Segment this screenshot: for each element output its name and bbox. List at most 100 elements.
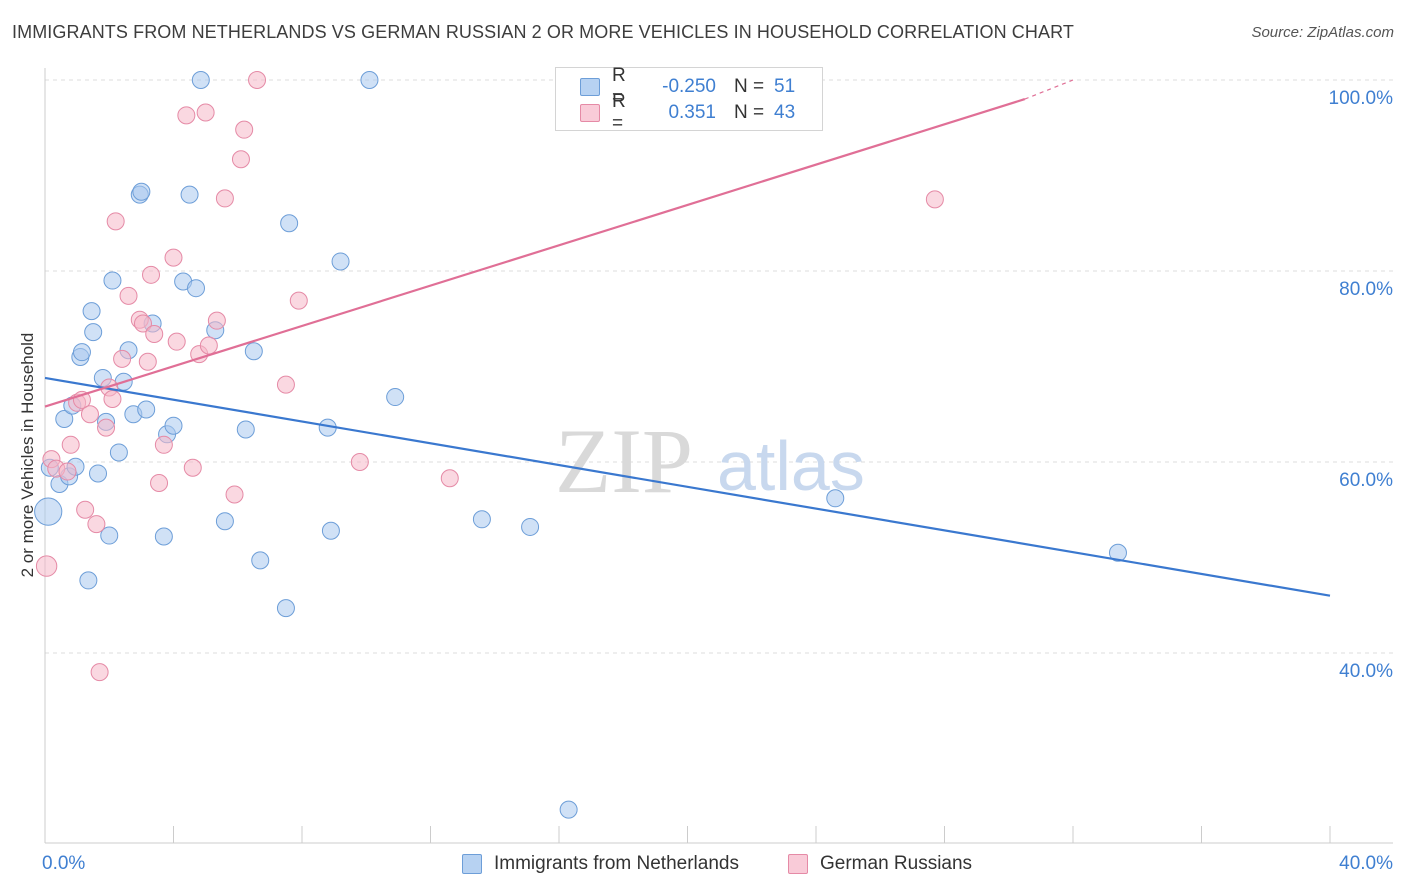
- blue-swatch-icon: [580, 78, 600, 96]
- data-point: [164, 248, 183, 267]
- data-point: [138, 352, 157, 371]
- data-point: [76, 500, 95, 519]
- data-point: [196, 103, 215, 122]
- data-point: [100, 526, 119, 545]
- data-point: [137, 400, 156, 419]
- series-immigrants-netherlands: [34, 71, 1127, 819]
- data-point: [89, 464, 108, 483]
- data-point: [154, 527, 173, 546]
- data-point: [280, 214, 299, 233]
- data-point: [1108, 543, 1127, 562]
- data-point: [251, 551, 270, 570]
- correlation-legend: R = -0.250 N = 51 R = 0.351 N = 43: [555, 65, 823, 134]
- data-point: [215, 512, 234, 531]
- data-point: [119, 286, 138, 305]
- data-point: [109, 443, 128, 462]
- legend-item-netherlands: Immigrants from Netherlands: [462, 852, 739, 876]
- data-point: [207, 311, 226, 330]
- series-german-russians: [35, 71, 944, 682]
- data-point: [186, 279, 205, 298]
- data-point: [87, 515, 106, 534]
- data-point: [289, 291, 308, 310]
- data-point: [235, 120, 254, 139]
- data-point: [472, 510, 491, 529]
- data-point: [199, 336, 218, 355]
- data-point: [106, 212, 125, 231]
- data-point: [150, 474, 169, 493]
- data-point: [350, 453, 369, 471]
- trend-line-pink: [44, 98, 1026, 408]
- data-point: [321, 521, 340, 540]
- data-point: [559, 800, 578, 819]
- x-tick-label: 40.0%: [1339, 853, 1393, 874]
- legend-label-german-russians: German Russians: [820, 853, 973, 874]
- pink-swatch-icon: [580, 104, 600, 122]
- data-point: [440, 469, 459, 488]
- legend-n-value: 43: [774, 102, 796, 123]
- y-axis-label: 2 or more Vehicles in Household: [18, 332, 37, 578]
- data-point: [826, 489, 845, 508]
- data-point: [167, 332, 186, 351]
- data-point: [58, 462, 77, 481]
- data-point: [82, 302, 101, 321]
- tick-labels: 40.0% 60.0% 80.0% 100.0% 0.0% 40.0%: [42, 88, 1393, 874]
- legend-item-german-russians: German Russians: [788, 852, 972, 876]
- data-point: [35, 555, 58, 577]
- y-tick-label: 60.0%: [1339, 470, 1393, 491]
- data-point: [145, 325, 164, 344]
- data-point: [103, 389, 122, 408]
- data-point: [164, 416, 183, 435]
- data-point: [142, 265, 161, 284]
- data-point: [180, 185, 199, 204]
- blue-swatch-icon: [462, 854, 482, 874]
- y-tick-label: 40.0%: [1339, 661, 1393, 682]
- data-point: [79, 571, 98, 590]
- data-point: [132, 182, 151, 201]
- data-point: [231, 150, 250, 169]
- data-point: [97, 418, 116, 437]
- watermark-zip: ZIP: [555, 410, 693, 512]
- gridlines: [45, 79, 1393, 654]
- data-point: [103, 271, 122, 290]
- data-point: [248, 71, 267, 89]
- watermark: ZIP atlas: [555, 410, 865, 512]
- legend-r-label: R =: [612, 91, 626, 134]
- data-point: [84, 323, 103, 342]
- data-point: [521, 517, 540, 536]
- data-point: [925, 190, 944, 209]
- data-point: [183, 458, 202, 477]
- trend-extension-pink: [1024, 79, 1074, 100]
- y-tick-label: 100.0%: [1329, 88, 1394, 109]
- trend-lines: [44, 79, 1331, 597]
- data-point: [80, 405, 99, 424]
- source-label: Source: ZipAtlas.com: [1251, 24, 1394, 41]
- legend-r-value: -0.250: [662, 76, 716, 97]
- data-point: [331, 252, 350, 271]
- pink-swatch-icon: [788, 854, 808, 874]
- y-tick-label: 80.0%: [1339, 279, 1393, 300]
- data-point: [72, 343, 91, 362]
- data-point: [133, 314, 152, 333]
- trend-line-blue: [44, 376, 1331, 597]
- legend-r-value: 0.351: [668, 102, 716, 123]
- data-point: [113, 349, 132, 368]
- legend-row-pink: R = 0.351 N = 43: [580, 91, 804, 134]
- data-point: [191, 71, 210, 89]
- data-point: [225, 485, 244, 504]
- legend-n-label: N =: [734, 76, 765, 97]
- data-point: [244, 342, 263, 361]
- data-point: [154, 435, 173, 454]
- legend-row-blue: R = -0.250 N = 51: [580, 65, 804, 108]
- data-point: [55, 410, 74, 429]
- x-tick-label: 0.0%: [42, 853, 85, 874]
- data-point: [236, 420, 255, 439]
- legend-label-netherlands: Immigrants from Netherlands: [494, 853, 739, 874]
- data-point: [276, 375, 295, 394]
- data-point: [215, 189, 234, 208]
- data-point: [360, 71, 379, 89]
- legend-n-value: 51: [774, 76, 796, 97]
- chart-title: IMMIGRANTS FROM NETHERLANDS VS GERMAN RU…: [12, 22, 1074, 42]
- legend-n-label: N =: [734, 102, 765, 123]
- data-point: [61, 435, 80, 454]
